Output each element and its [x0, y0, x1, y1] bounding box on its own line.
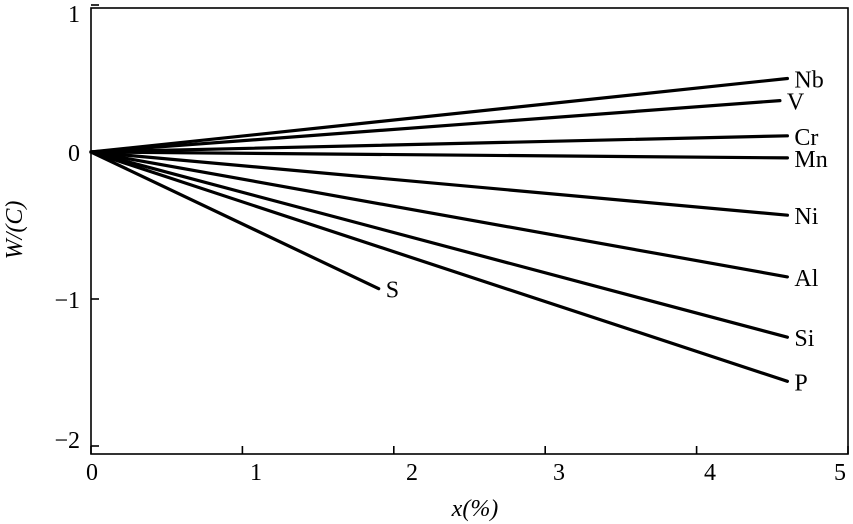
x-tick-label-4: 4 [704, 460, 716, 486]
plot-frame [90, 7, 849, 455]
x-tick-label-2: 2 [406, 460, 418, 486]
y-axis-title: W/(C) [2, 201, 28, 260]
series-line-s [89, 150, 381, 291]
y-tick-label-0: 0 [68, 141, 80, 167]
series-label-s: S [386, 278, 399, 304]
series-line-cr [89, 134, 790, 154]
series-label-cr: Cr [794, 125, 818, 151]
series-line-p [89, 150, 790, 383]
series-label-nb: Nb [794, 68, 823, 94]
x-tick-label-5: 5 [834, 460, 846, 486]
series-label-si: Si [794, 326, 814, 352]
y-tick-label-minus-2: −2 [54, 428, 80, 454]
y-tick-label-minus-1: −1 [54, 288, 80, 314]
series-label-v: V [787, 90, 805, 116]
series-line-mn [89, 150, 790, 160]
x-tick-label-1: 1 [250, 460, 262, 486]
series-line-si [89, 150, 790, 339]
series-label-p: P [794, 370, 807, 396]
x-tick-label-0: 0 [86, 460, 98, 486]
x-tick-label-3: 3 [553, 460, 565, 486]
series-label-al: Al [794, 266, 818, 292]
series-line-ni [89, 150, 790, 217]
series-label-ni: Ni [794, 204, 818, 230]
x-axis-title: x(%) [451, 496, 499, 522]
tick-marks [90, 4, 849, 454]
series-line-nb [89, 76, 790, 154]
series-line-al [89, 150, 790, 279]
y-tick-label-1: 1 [68, 2, 80, 28]
series-label-mn: Mn [794, 147, 827, 173]
series-line-v [89, 98, 782, 154]
